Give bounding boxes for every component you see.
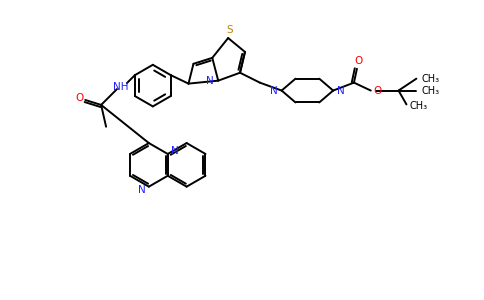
Text: N: N bbox=[337, 85, 345, 96]
Text: S: S bbox=[227, 25, 233, 35]
Text: O: O bbox=[75, 93, 83, 103]
Text: CH₃: CH₃ bbox=[421, 74, 439, 84]
Text: N: N bbox=[206, 76, 214, 85]
Text: CH₃: CH₃ bbox=[421, 85, 439, 96]
Text: N: N bbox=[270, 85, 278, 96]
Text: O: O bbox=[374, 85, 382, 96]
Text: NH: NH bbox=[113, 82, 129, 92]
Text: O: O bbox=[355, 56, 363, 66]
Text: N: N bbox=[171, 146, 179, 156]
Text: N: N bbox=[138, 184, 146, 195]
Text: CH₃: CH₃ bbox=[409, 101, 427, 111]
